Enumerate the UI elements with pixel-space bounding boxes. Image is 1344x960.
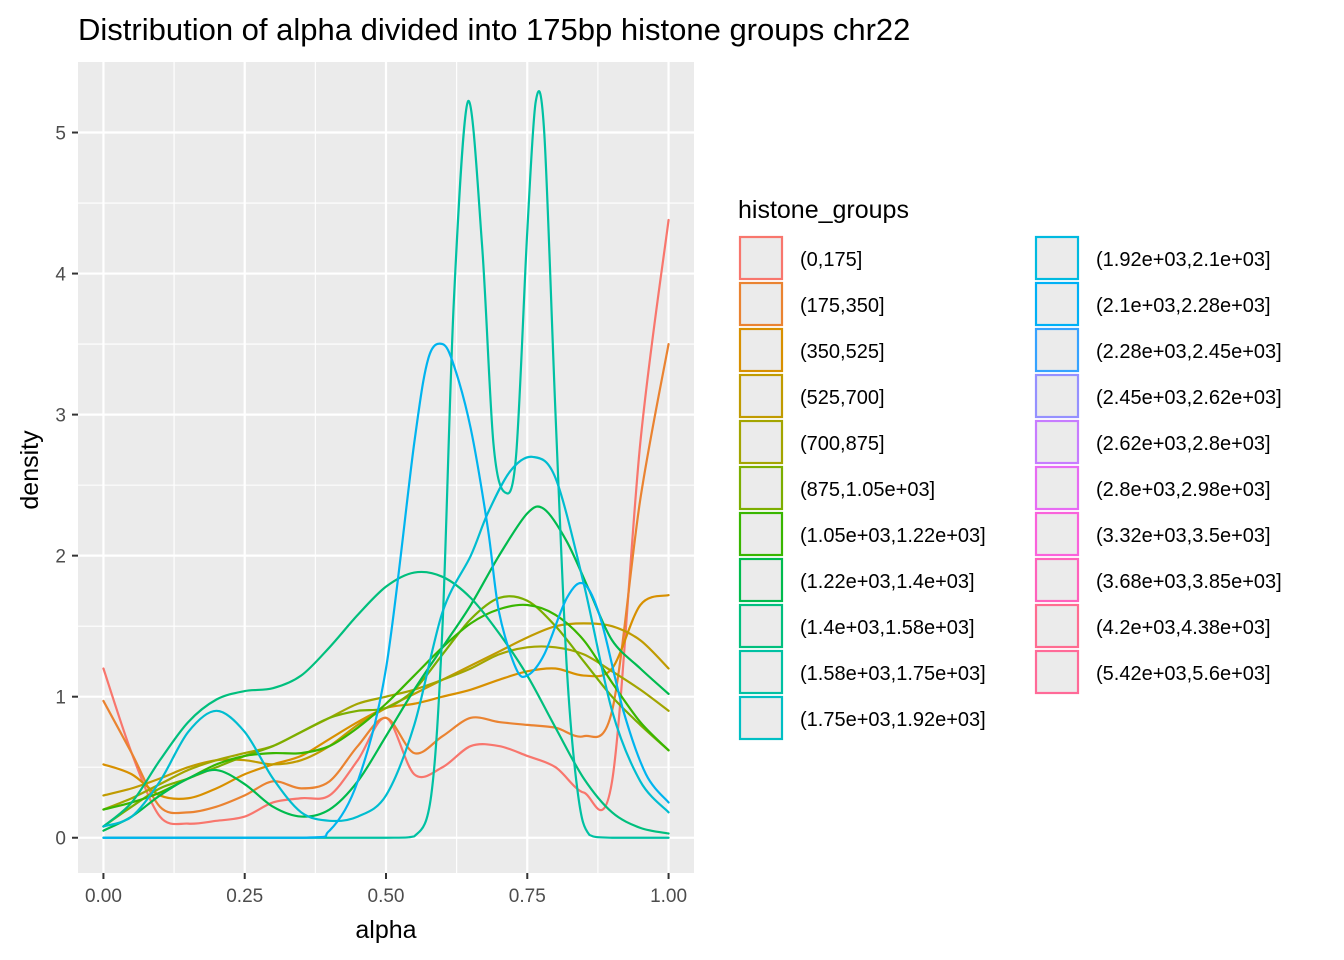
legend-label: (1.58e+03,1.75e+03]: [800, 663, 986, 685]
legend-label: (1.05e+03,1.22e+03]: [800, 525, 986, 547]
density-curve-7: [102, 505, 670, 832]
legend: (0,175] (175,350] (350,525] (525,700] (700,8…: [738, 235, 1282, 741]
legend-key: [738, 603, 784, 649]
legend-label: (1.75e+03,1.92e+03]: [800, 709, 986, 731]
legend-label: (875,1.05e+03]: [800, 479, 935, 501]
legend-key: [1034, 235, 1080, 281]
legend-label: (2.8e+03,2.98e+03]: [1096, 479, 1271, 501]
x-tick-label: 0.25: [226, 886, 263, 907]
density-curves: [102, 90, 670, 839]
density-curve-0: [102, 218, 670, 826]
legend-key: [1034, 465, 1080, 511]
y-tick-label: 0: [55, 829, 66, 850]
legend-key: [738, 649, 784, 695]
legend-label: (525,700]: [800, 387, 885, 409]
legend-label: (2.28e+03,2.45e+03]: [1096, 341, 1282, 363]
legend-key: [1034, 557, 1080, 603]
legend-key: [1034, 327, 1080, 373]
density-curve-10: [102, 455, 670, 828]
legend-label: (175,350]: [800, 295, 885, 317]
legend-key: [1034, 511, 1080, 557]
legend-key: [738, 557, 784, 603]
legend-title: histone_groups: [738, 196, 909, 224]
density-curve-1: [102, 342, 670, 815]
y-tick-label: 1: [55, 688, 66, 709]
legend-label: (1.22e+03,1.4e+03]: [800, 571, 975, 593]
y-tick-label: 4: [55, 265, 66, 286]
legend-key: [738, 511, 784, 557]
legend-label: (1.4e+03,1.58e+03]: [800, 617, 975, 639]
density-curve-8: [102, 570, 670, 835]
y-tick-label: 5: [55, 124, 66, 145]
legend-key: [738, 419, 784, 465]
legend-label: (1.92e+03,2.1e+03]: [1096, 249, 1271, 271]
x-tick-label: 0.75: [509, 886, 546, 907]
x-tick-label: 1.00: [650, 886, 687, 907]
axes: 0.00 0.25 0.50 0.75 1.00 0 1 2 3 4 5: [55, 124, 687, 907]
legend-key: [1034, 603, 1080, 649]
x-tick-label: 0.00: [85, 886, 122, 907]
legend-key: [738, 235, 784, 281]
legend-label: (350,525]: [800, 341, 885, 363]
chart-title: Distribution of alpha divided into 175bp…: [78, 12, 910, 47]
density-curve-11: [102, 342, 670, 839]
legend-label: (2.62e+03,2.8e+03]: [1096, 433, 1271, 455]
legend-label: (3.32e+03,3.5e+03]: [1096, 525, 1271, 547]
y-tick-label: 2: [55, 547, 66, 568]
density-curve-9: [102, 90, 670, 839]
legend-key: [1034, 649, 1080, 695]
legend-key: [1034, 373, 1080, 419]
legend-label: (4.2e+03,4.38e+03]: [1096, 617, 1271, 639]
legend-key: [738, 327, 784, 373]
legend-key: [1034, 419, 1080, 465]
y-tick-label: 3: [55, 406, 66, 427]
legend-label: (0,175]: [800, 249, 862, 271]
legend-label: (700,875]: [800, 433, 885, 455]
y-axis-title: density: [16, 430, 44, 510]
legend-label: (5.42e+03,5.6e+03]: [1096, 663, 1271, 685]
legend-key: [738, 281, 784, 327]
legend-label: (2.1e+03,2.28e+03]: [1096, 295, 1271, 317]
legend-label: (2.45e+03,2.62e+03]: [1096, 387, 1282, 409]
legend-key: [738, 695, 784, 741]
legend-key: [738, 373, 784, 419]
x-axis-title: alpha: [355, 916, 416, 944]
legend-key: [738, 465, 784, 511]
legend-label: (3.68e+03,3.85e+03]: [1096, 571, 1282, 593]
x-tick-label: 0.50: [368, 886, 405, 907]
legend-key: [1034, 281, 1080, 327]
